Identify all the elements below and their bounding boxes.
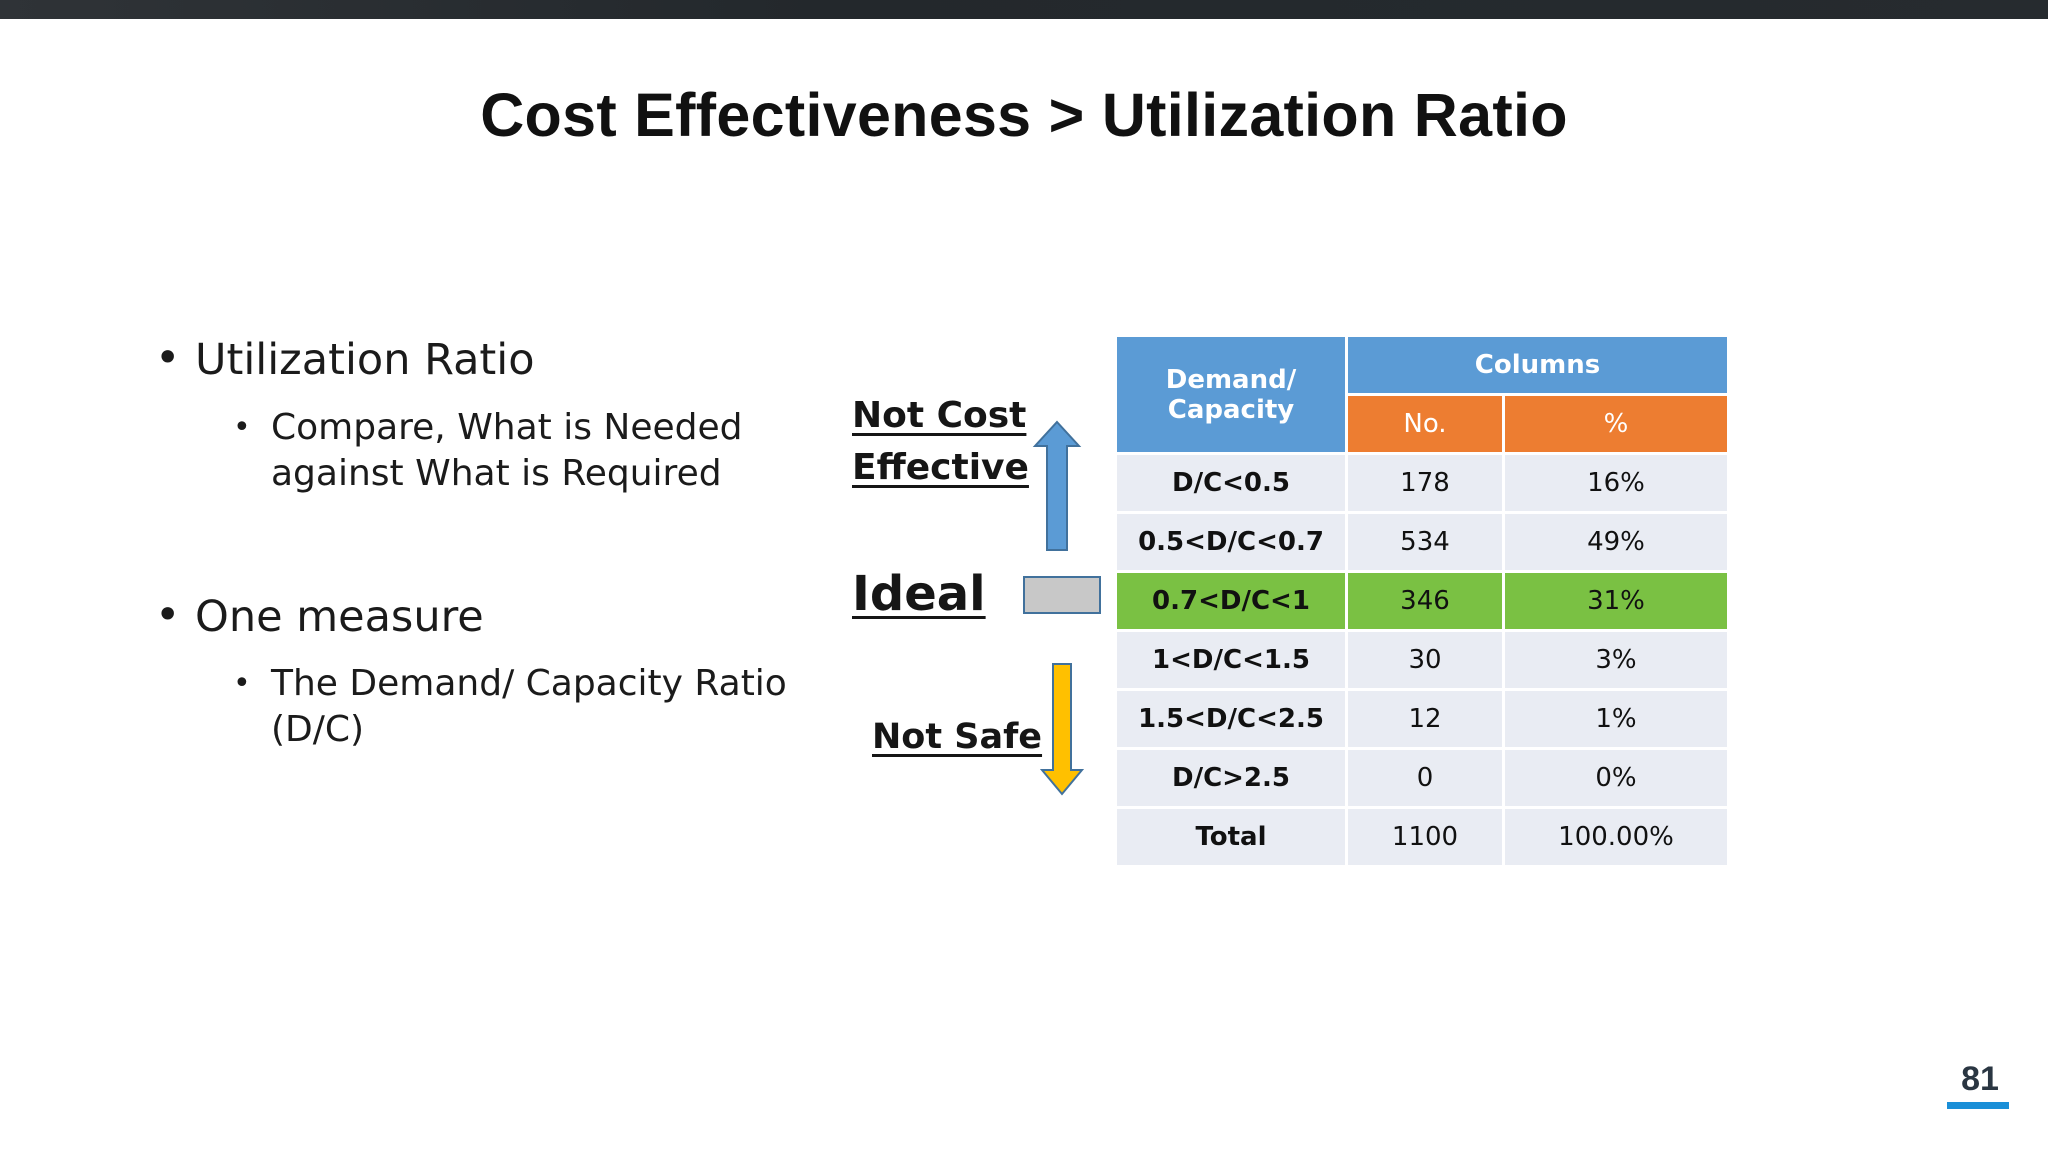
table-row-highlighted: 0.7<D/C<1 346 31% [1117,573,1727,629]
header-percent: % [1505,396,1727,452]
table-row: 1<D/C<1.5 30 3% [1117,632,1727,688]
header-columns: Columns [1348,337,1727,393]
page-number-underline [1947,1102,2009,1109]
header-no: No. [1348,396,1502,452]
slide-title: Cost Effectiveness > Utilization Ratio [480,81,1568,149]
page-number: 81 [1961,1060,1999,1098]
header-demand-capacity: Demand/ Capacity [1117,337,1345,452]
table-row: D/C>2.5 0 0% [1117,750,1727,806]
arrow-down-icon [1040,663,1084,796]
rectangle-icon [1023,576,1101,614]
not-cost-effective-label: Not Cost Effective [852,395,1029,488]
ideal-label: Ideal [852,566,986,622]
not-safe-label: Not Safe [872,717,1043,757]
table-row: D/C<0.5 178 16% [1117,455,1727,511]
table-row: 0.5<D/C<0.7 534 49% [1117,514,1727,570]
window-top-bar [0,0,2048,19]
arrow-up-icon [1032,420,1082,551]
table-row: 1.5<D/C<2.5 12 1% [1117,691,1727,747]
table-row-total: Total 1100 100.00% [1117,809,1727,865]
dc-ratio-table: Demand/ Capacity Columns No. % D/C<0.5 1… [1114,334,1730,868]
